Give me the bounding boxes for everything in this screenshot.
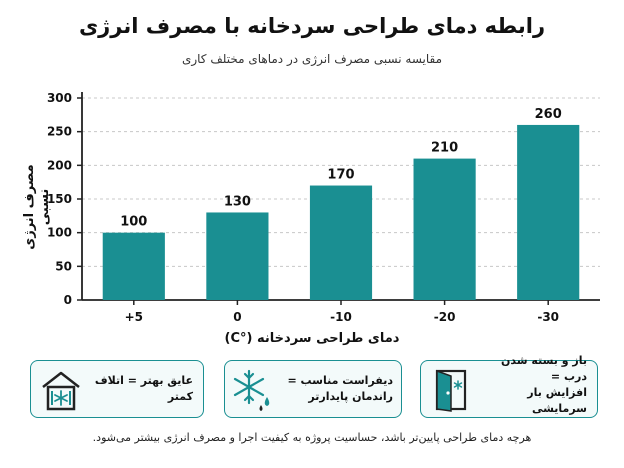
x-axis-label: دمای طراحی سردخانه (°C) — [224, 331, 400, 346]
y-tick-label: 200 — [47, 158, 72, 172]
door-card-line1: باز و بسته شدن درب = — [501, 354, 587, 384]
y-tick-label: 50 — [55, 259, 72, 273]
bar — [102, 232, 165, 300]
bar-value-label: 260 — [535, 107, 562, 122]
door-icon — [429, 367, 473, 413]
bar — [206, 212, 269, 300]
bar-value-label: 130 — [224, 194, 251, 209]
y-tick-label: 0 — [64, 293, 72, 307]
bar — [413, 158, 476, 300]
x-tick-label: -10 — [330, 310, 352, 324]
bar — [517, 124, 580, 300]
door-card: باز و بسته شدن درب = افزایش بار سرمایشی — [420, 354, 598, 418]
insulated-house-icon — [39, 367, 83, 413]
chart-title: رابطه دمای طراحی سردخانه با مصرف انرژی — [78, 14, 546, 38]
door-card-line2: افزایش بار سرمایشی — [527, 386, 587, 416]
defrost-card: دیفراست مناسب = راندمان پایدارتر — [224, 360, 402, 418]
footnote: هرچه دمای طراحی پایین‌تر باشد، حساسیت پر… — [92, 431, 532, 444]
y-tick-label: 150 — [47, 192, 72, 206]
bar-value-label: 170 — [327, 168, 354, 183]
x-tick-label: 0 — [233, 310, 241, 324]
door-card-text: باز و بسته شدن درب = افزایش بار سرمایشی — [477, 354, 587, 417]
insulation-card-text: عایق بهتر = اتلاف کمتر — [94, 374, 193, 403]
y-tick-label: 100 — [47, 226, 72, 240]
bar-value-label: 100 — [120, 215, 147, 230]
y-axis-label: مصرف انرژی نسبی — [22, 164, 52, 250]
insulation-card: عایق بهتر = اتلاف کمتر — [30, 360, 204, 418]
x-tick-label: -30 — [537, 310, 559, 324]
x-tick-label: -20 — [434, 310, 456, 324]
snowflake-defrost-icon — [231, 367, 275, 413]
defrost-card-text: دیفراست مناسب = راندمان پایدارتر — [287, 374, 393, 403]
chart-subtitle: مقایسه نسبی مصرف انرژی در دماهای مختلف ک… — [181, 52, 443, 66]
y-tick-label: 250 — [47, 125, 72, 139]
y-tick-label: 300 — [47, 91, 72, 105]
bar-chart: 0 50 100 150 200 250 300 100 +5 130 0 170 -10 210 -20 2… — [47, 91, 600, 324]
x-tick-label: +5 — [125, 310, 143, 324]
bar-value-label: 210 — [431, 141, 458, 156]
bar — [309, 185, 373, 300]
